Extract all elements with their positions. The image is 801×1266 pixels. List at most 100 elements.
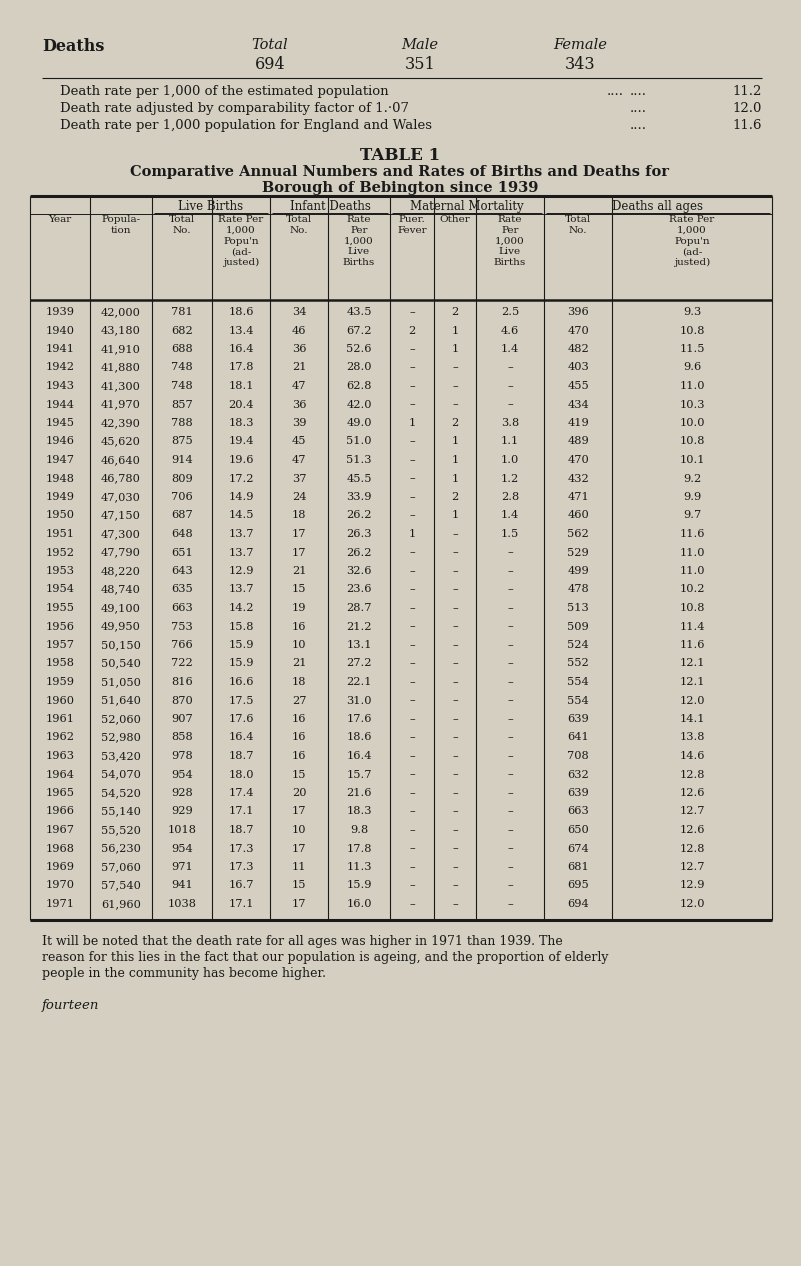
Text: 663: 663 — [171, 603, 193, 613]
Text: 954: 954 — [171, 770, 193, 780]
Text: fourteen: fourteen — [42, 999, 99, 1013]
Text: Live Births: Live Births — [179, 200, 244, 213]
Text: 12.6: 12.6 — [679, 825, 705, 836]
Text: 47: 47 — [292, 381, 306, 391]
Text: 17: 17 — [292, 899, 306, 909]
Text: 639: 639 — [567, 714, 589, 724]
Text: Female: Female — [553, 38, 607, 52]
Text: 17.2: 17.2 — [228, 473, 254, 484]
Text: 41,880: 41,880 — [101, 362, 141, 372]
Text: –: – — [507, 899, 513, 909]
Text: 45.5: 45.5 — [346, 473, 372, 484]
Text: Other: Other — [440, 215, 470, 224]
Text: –: – — [507, 362, 513, 372]
Text: 47: 47 — [292, 454, 306, 465]
Text: 48,740: 48,740 — [101, 585, 141, 595]
Text: Deaths all ages: Deaths all ages — [613, 200, 703, 213]
Text: 46,780: 46,780 — [101, 473, 141, 484]
Text: 50,540: 50,540 — [101, 658, 141, 668]
Text: 10.0: 10.0 — [679, 418, 705, 428]
Text: 396: 396 — [567, 306, 589, 316]
Text: 11.5: 11.5 — [679, 344, 705, 354]
Text: 67.2: 67.2 — [346, 325, 372, 335]
Text: 16.7: 16.7 — [228, 880, 254, 890]
Text: 11: 11 — [292, 862, 306, 872]
Text: 52.6: 52.6 — [346, 344, 372, 354]
Text: 50,150: 50,150 — [101, 641, 141, 649]
Text: –: – — [507, 843, 513, 853]
Text: 12.1: 12.1 — [679, 658, 705, 668]
Text: 16: 16 — [292, 751, 306, 761]
Text: 16: 16 — [292, 714, 306, 724]
Text: 45: 45 — [292, 437, 306, 447]
Text: 857: 857 — [171, 400, 193, 409]
Text: 470: 470 — [567, 325, 589, 335]
Text: 54,070: 54,070 — [101, 770, 141, 780]
Text: 12.0: 12.0 — [679, 695, 705, 705]
Text: 17.6: 17.6 — [346, 714, 372, 724]
Text: 42.0: 42.0 — [346, 400, 372, 409]
Text: 11.0: 11.0 — [679, 547, 705, 557]
Text: 1.2: 1.2 — [501, 473, 519, 484]
Text: 562: 562 — [567, 529, 589, 539]
Text: 15.8: 15.8 — [228, 622, 254, 632]
Text: 554: 554 — [567, 677, 589, 687]
Text: –: – — [409, 547, 415, 557]
Text: –: – — [452, 880, 458, 890]
Text: ....: .... — [630, 85, 647, 97]
Text: 18.7: 18.7 — [228, 751, 254, 761]
Text: 17.8: 17.8 — [346, 843, 372, 853]
Text: –: – — [409, 381, 415, 391]
Text: Rate Per
1,000
Popu'n
(ad-
justed): Rate Per 1,000 Popu'n (ad- justed) — [670, 215, 714, 267]
Text: 16.4: 16.4 — [228, 733, 254, 742]
Text: 43,180: 43,180 — [101, 325, 141, 335]
Text: –: – — [409, 695, 415, 705]
Text: –: – — [507, 714, 513, 724]
Text: 15: 15 — [292, 770, 306, 780]
Text: –: – — [452, 677, 458, 687]
Text: Comparative Annual Numbers and Rates of Births and Deaths for: Comparative Annual Numbers and Rates of … — [131, 165, 670, 179]
Text: 403: 403 — [567, 362, 589, 372]
Text: 10.3: 10.3 — [679, 400, 705, 409]
Text: 2.5: 2.5 — [501, 306, 519, 316]
Text: –: – — [409, 714, 415, 724]
Text: 639: 639 — [567, 787, 589, 798]
Text: 22.1: 22.1 — [346, 677, 372, 687]
Text: –: – — [452, 695, 458, 705]
Text: 15.7: 15.7 — [346, 770, 372, 780]
Text: 687: 687 — [171, 510, 193, 520]
Text: 343: 343 — [565, 56, 595, 73]
Text: 18.1: 18.1 — [228, 381, 254, 391]
Text: –: – — [409, 641, 415, 649]
Text: –: – — [452, 658, 458, 668]
Text: 16: 16 — [292, 733, 306, 742]
Text: 2: 2 — [452, 492, 459, 503]
Text: –: – — [507, 381, 513, 391]
Text: 1966: 1966 — [46, 806, 74, 817]
Text: reason for this lies in the fact that our population is ageing, and the proporti: reason for this lies in the fact that ou… — [42, 952, 609, 965]
Text: 45,620: 45,620 — [101, 437, 141, 447]
Text: ....: .... — [630, 103, 647, 115]
Text: 49,950: 49,950 — [101, 622, 141, 632]
Text: 62.8: 62.8 — [346, 381, 372, 391]
Text: 15.9: 15.9 — [228, 641, 254, 649]
Text: 17: 17 — [292, 547, 306, 557]
Text: –: – — [452, 862, 458, 872]
Text: 643: 643 — [171, 566, 193, 576]
Text: 471: 471 — [567, 492, 589, 503]
Text: 51.3: 51.3 — [346, 454, 372, 465]
Text: –: – — [507, 770, 513, 780]
Text: 28.7: 28.7 — [346, 603, 372, 613]
Text: 21.6: 21.6 — [346, 787, 372, 798]
Text: 17.8: 17.8 — [228, 362, 254, 372]
Text: 11.0: 11.0 — [679, 566, 705, 576]
Text: 17: 17 — [292, 843, 306, 853]
Text: –: – — [507, 400, 513, 409]
Text: 51.0: 51.0 — [346, 437, 372, 447]
Text: –: – — [409, 362, 415, 372]
Text: –: – — [507, 585, 513, 595]
Text: 9.8: 9.8 — [350, 825, 368, 836]
Text: Year: Year — [48, 215, 71, 224]
Text: 1.4: 1.4 — [501, 510, 519, 520]
Text: 42,000: 42,000 — [101, 306, 141, 316]
